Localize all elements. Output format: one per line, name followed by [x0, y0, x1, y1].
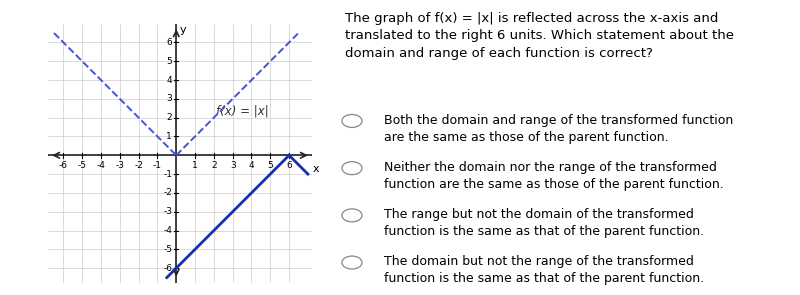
Text: The domain but not the range of the transformed
function is the same as that of : The domain but not the range of the tran…: [384, 255, 704, 285]
Text: -6: -6: [59, 161, 68, 170]
Text: -3: -3: [163, 207, 172, 216]
Text: -3: -3: [115, 161, 124, 170]
Text: 5: 5: [267, 161, 273, 170]
Text: 3: 3: [230, 161, 235, 170]
Text: -4: -4: [97, 161, 106, 170]
Text: 4: 4: [249, 161, 254, 170]
Text: -2: -2: [134, 161, 143, 170]
Text: x: x: [313, 164, 319, 174]
Text: 1: 1: [192, 161, 198, 170]
Text: -5: -5: [163, 245, 172, 254]
Text: f(x) = |x|: f(x) = |x|: [216, 105, 269, 118]
Text: -2: -2: [163, 189, 172, 197]
Text: 2: 2: [166, 113, 172, 122]
Text: -6: -6: [163, 264, 172, 273]
Text: -1: -1: [153, 161, 162, 170]
Text: -5: -5: [78, 161, 86, 170]
Text: 1: 1: [166, 132, 172, 141]
Text: 4: 4: [166, 76, 172, 85]
Text: 2: 2: [211, 161, 217, 170]
Text: -4: -4: [163, 226, 172, 235]
Text: y: y: [180, 24, 186, 35]
Text: 3: 3: [166, 94, 172, 103]
Text: 6: 6: [166, 38, 172, 47]
Text: The graph of f(x) = |x| is reflected across the x-axis and
translated to the rig: The graph of f(x) = |x| is reflected acr…: [345, 12, 734, 60]
Text: -1: -1: [163, 170, 172, 178]
Text: 6: 6: [286, 161, 292, 170]
Text: The range but not the domain of the transformed
function is the same as that of : The range but not the domain of the tran…: [384, 208, 704, 238]
Text: Neither the domain nor the range of the transformed
function are the same as tho: Neither the domain nor the range of the …: [384, 161, 724, 191]
Text: 5: 5: [166, 57, 172, 66]
Text: Both the domain and range of the transformed function
are the same as those of t: Both the domain and range of the transfo…: [384, 114, 733, 144]
